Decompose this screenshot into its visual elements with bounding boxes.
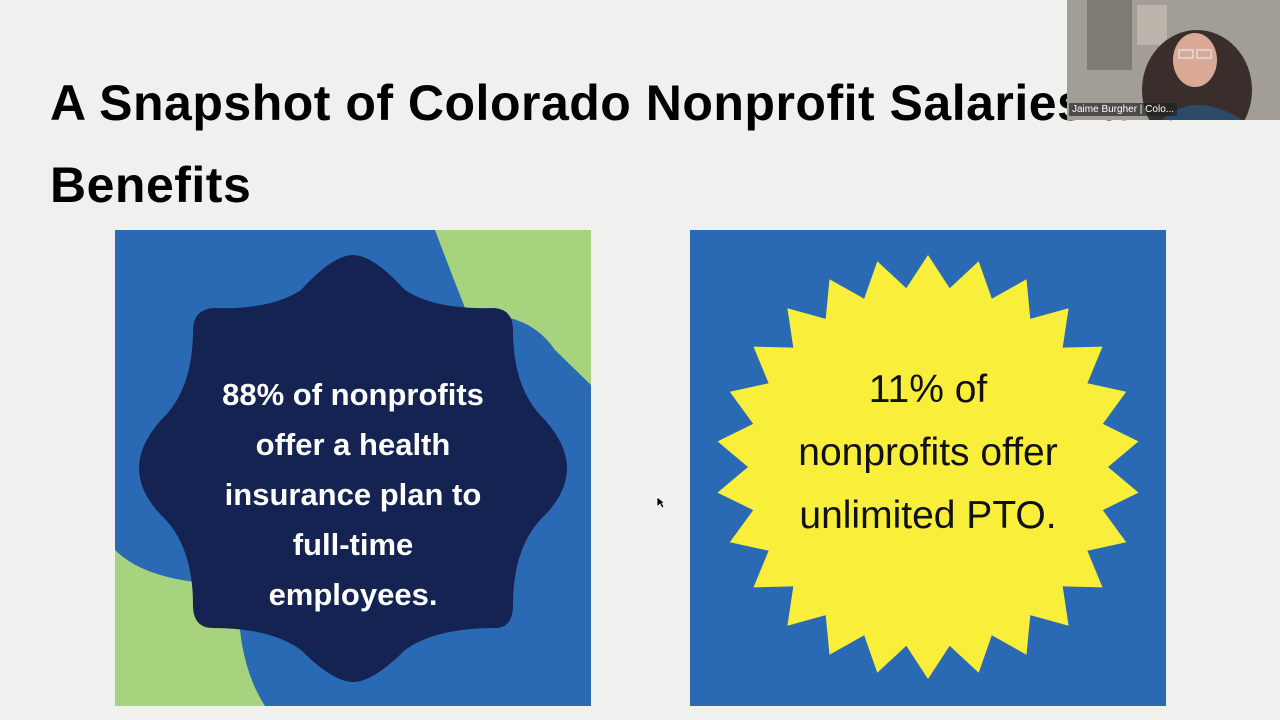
- stat-text: 11% of nonprofits offer unlimited PTO.: [690, 358, 1166, 547]
- mouse-cursor: [656, 496, 666, 509]
- stat-line: 11% of: [868, 368, 988, 411]
- stat-line: 88% of nonprofits: [222, 377, 484, 412]
- webcam-tile: Jaime Burgher | Colo...: [1067, 0, 1280, 120]
- card-art: [115, 230, 591, 706]
- stat-line: nonprofits offer: [798, 431, 1058, 474]
- stat-line: full-time: [292, 527, 414, 562]
- stat-line: insurance plan to: [224, 477, 482, 512]
- stat-card: 11% of nonprofits offer unlimited PTO.: [690, 230, 1166, 706]
- participant-name: Jaime Burgher | Colo...: [1069, 103, 1178, 116]
- stat-line: offer a health: [255, 427, 451, 462]
- card-art: [690, 230, 1166, 706]
- stat-card: 88% of nonprofits offer a health insurance…: [115, 230, 591, 706]
- slide-title: A Snapshot of Colorado Nonprofit Salarie…: [50, 75, 1191, 213]
- webcam-video: [1067, 0, 1280, 120]
- stat-line: unlimited PTO.: [799, 494, 1057, 537]
- stat-line: employees.: [268, 577, 438, 612]
- stat-text: 88% of nonprofits offer a health insurance…: [115, 370, 591, 620]
